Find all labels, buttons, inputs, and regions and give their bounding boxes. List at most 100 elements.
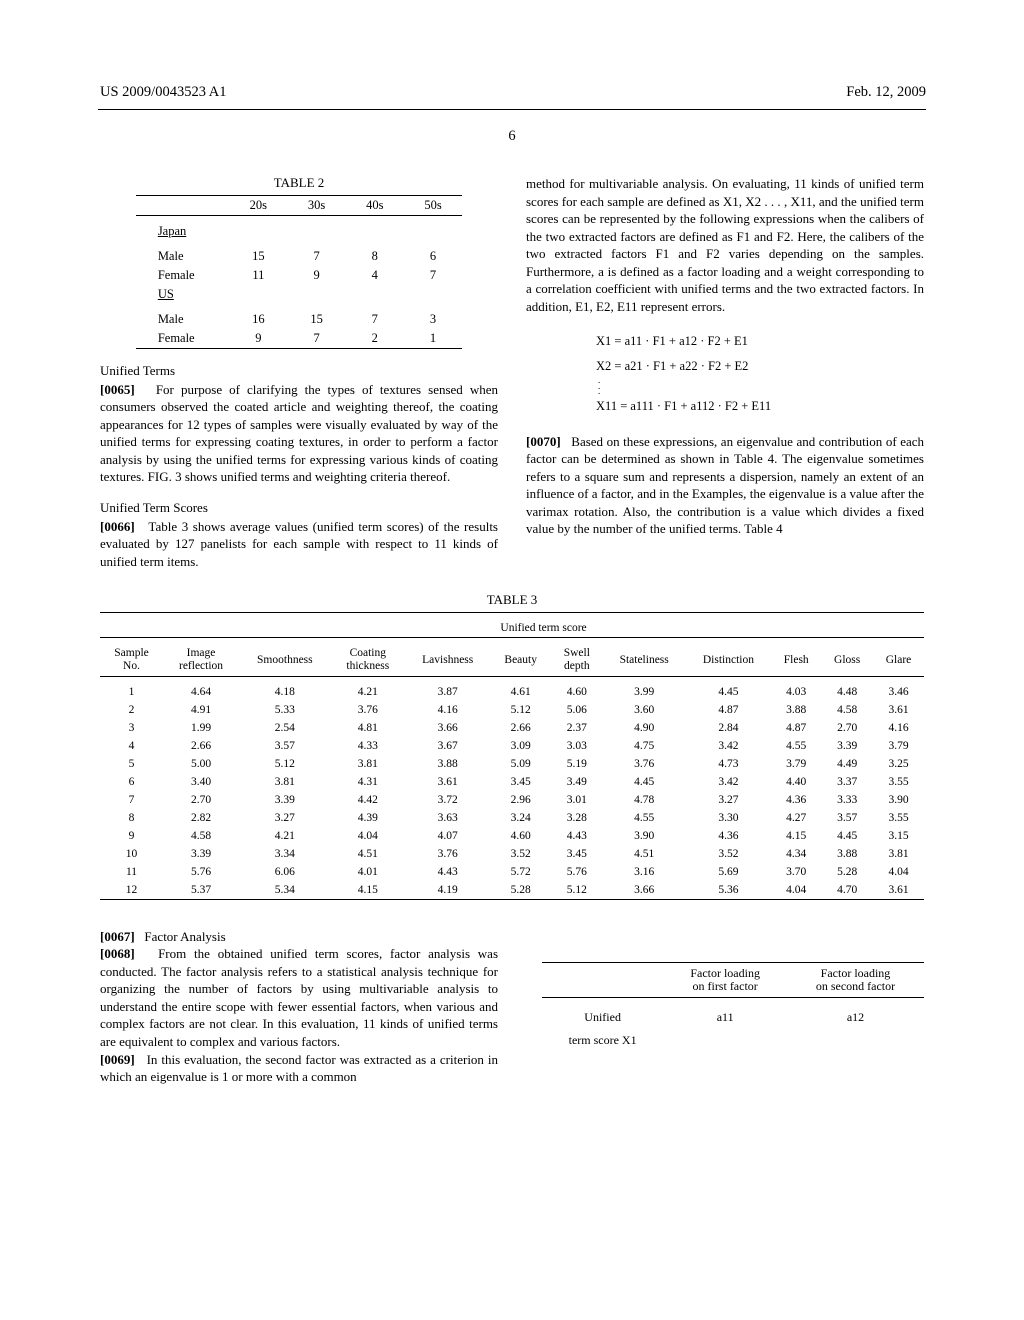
t3-h6: Swelldepth [551, 644, 603, 676]
cell: 5.33 [239, 701, 331, 719]
group-us: US [158, 287, 174, 301]
table-row: 24.915.333.764.165.125.063.604.873.884.5… [100, 701, 924, 719]
table3: Unified term score SampleNo. Imagereflec… [100, 612, 924, 905]
t5-r1b: term score X1 [542, 1029, 663, 1052]
cell: 2 [346, 329, 404, 349]
cell: 2.54 [239, 719, 331, 737]
cell: 5.69 [686, 863, 772, 881]
cell: 9 [287, 266, 345, 285]
cell: 4.49 [821, 755, 873, 773]
cell: 3.42 [686, 737, 772, 755]
cell: 3.87 [405, 683, 491, 701]
cell: 3.76 [603, 755, 686, 773]
cell: 4.36 [686, 827, 772, 845]
cell: 4.36 [771, 791, 821, 809]
cell: 4.70 [821, 881, 873, 900]
cell: 10 [100, 845, 163, 863]
cell: 2.37 [551, 719, 603, 737]
cell: 4.15 [771, 827, 821, 845]
cell: 3.49 [551, 773, 603, 791]
cell: 4 [100, 737, 163, 755]
cell: 4.45 [686, 683, 772, 701]
table-row: 42.663.574.333.673.093.034.753.424.553.3… [100, 737, 924, 755]
t3-h4: Lavishness [405, 644, 491, 676]
table-row: 63.403.814.313.613.453.494.453.424.403.3… [100, 773, 924, 791]
t3-h1: Imagereflection [163, 644, 239, 676]
cell: 3.34 [239, 845, 331, 863]
col-40s: 40s [346, 196, 404, 216]
table-row: 115.766.064.014.435.725.763.165.693.705.… [100, 863, 924, 881]
cell: 7 [287, 329, 345, 349]
cell: 3.39 [163, 845, 239, 863]
cell: 3.88 [405, 755, 491, 773]
right-para-1: method for multivariable analysis. On ev… [526, 175, 924, 315]
t5-v2: a12 [787, 1006, 924, 1029]
cell: 3.88 [771, 701, 821, 719]
t3-h11: Glare [873, 644, 924, 676]
row-jp-female: Female [136, 266, 229, 285]
table-row: 55.005.123.813.885.095.193.764.733.794.4… [100, 755, 924, 773]
cell: 4.18 [239, 683, 331, 701]
cell: 4.64 [163, 683, 239, 701]
cell: 3.79 [873, 737, 924, 755]
cell: 4.04 [873, 863, 924, 881]
t3-h8: Distinction [686, 644, 772, 676]
cell: 5.28 [821, 863, 873, 881]
pub-number: US 2009/0043523 A1 [100, 84, 227, 101]
row-us-male: Male [136, 310, 229, 329]
cell: 4.03 [771, 683, 821, 701]
cell: 5.76 [163, 863, 239, 881]
cell: 3.57 [239, 737, 331, 755]
equations: X1 = a11 · F1 + a12 · F2 + E1 X2 = a21 ·… [526, 315, 924, 432]
cell: 4.58 [821, 701, 873, 719]
cell: 12 [100, 881, 163, 900]
cell: 4.43 [551, 827, 603, 845]
t5-h1: Factor loadingon first factor [663, 962, 787, 997]
table3-spanhead: Unified term score [163, 619, 924, 638]
cell: 3.30 [686, 809, 772, 827]
t3-h5: Beauty [490, 644, 550, 676]
cell: 3.90 [603, 827, 686, 845]
para-0068-text: From the obtained unified term scores, f… [100, 946, 498, 1049]
cell: 3.37 [821, 773, 873, 791]
cell: 3.40 [163, 773, 239, 791]
cell: 4.04 [331, 827, 405, 845]
cell: 5.12 [239, 755, 331, 773]
cell: 3.76 [405, 845, 491, 863]
eq-x1: X1 = a11 · F1 + a12 · F2 + E1 [596, 329, 924, 353]
row-us-female: Female [136, 329, 229, 349]
cell: 7 [287, 247, 345, 266]
cell: 4.60 [551, 683, 603, 701]
para-0065: [0065] [100, 382, 135, 397]
cell: 5.34 [239, 881, 331, 900]
cell: 3.61 [873, 881, 924, 900]
cell: 4.31 [331, 773, 405, 791]
cell: 4.87 [771, 719, 821, 737]
cell: 4.58 [163, 827, 239, 845]
cell: 3.81 [873, 845, 924, 863]
col-50s: 50s [404, 196, 462, 216]
cell: 3.99 [603, 683, 686, 701]
cell: 2.70 [821, 719, 873, 737]
cell: 3.16 [603, 863, 686, 881]
cell: 8 [100, 809, 163, 827]
cell: 4.21 [239, 827, 331, 845]
cell: 5.36 [686, 881, 772, 900]
cell: 3.15 [873, 827, 924, 845]
cell: 3.24 [490, 809, 550, 827]
t3-h3: Coatingthickness [331, 644, 405, 676]
unified-terms-heading: Unified Terms [100, 363, 498, 379]
cell: 9 [229, 329, 287, 349]
cell: 5.00 [163, 755, 239, 773]
cell: 4.01 [331, 863, 405, 881]
para-0067-text: Factor Analysis [144, 929, 225, 944]
cell: 3.55 [873, 809, 924, 827]
cell: 4.73 [686, 755, 772, 773]
cell: 1.99 [163, 719, 239, 737]
cell: 2.66 [163, 737, 239, 755]
cell: 3.45 [551, 845, 603, 863]
eq-x2: X2 = a21 · F1 + a22 · F2 + E2 [596, 354, 924, 378]
cell: 3.42 [686, 773, 772, 791]
col-20s: 20s [229, 196, 287, 216]
table-row: 31.992.544.813.662.662.374.902.844.872.7… [100, 719, 924, 737]
